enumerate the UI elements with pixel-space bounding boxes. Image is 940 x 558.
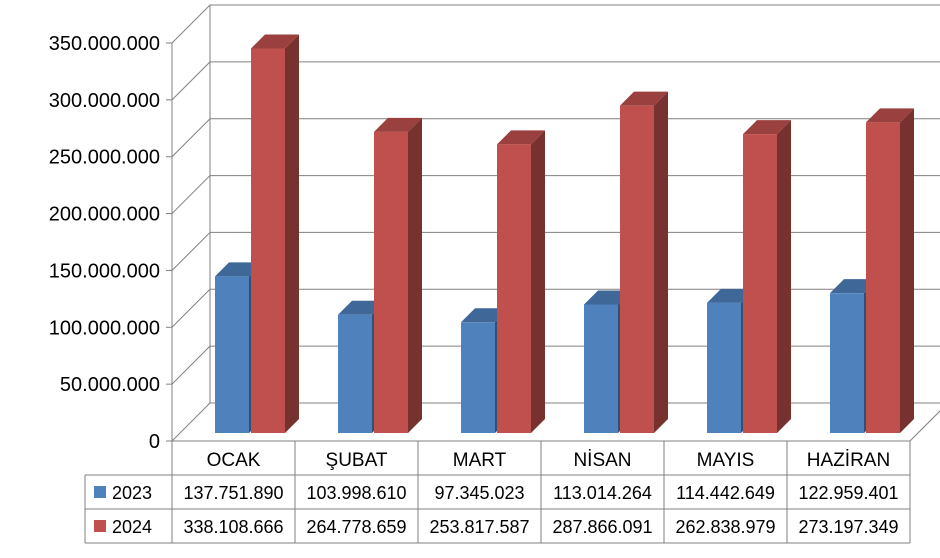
gridline-side xyxy=(171,232,211,271)
bar-front-face xyxy=(374,131,408,433)
bar-2024-ŞUBAT xyxy=(374,117,422,433)
bar-front-face xyxy=(251,48,285,433)
table-value: 137.751.890 xyxy=(183,483,283,503)
bar-2024-OCAK xyxy=(251,34,299,433)
table-value: 287.866.091 xyxy=(552,517,652,537)
table-value: 113.014.264 xyxy=(553,483,652,503)
floor-right-edge xyxy=(909,410,940,442)
bar-top-face xyxy=(374,117,422,132)
x-category-label: OCAK xyxy=(207,450,261,471)
table-value: 273.197.349 xyxy=(798,517,898,537)
bar-top-face xyxy=(866,108,914,123)
bar-side-face xyxy=(531,130,545,433)
bar-2024-MAYIS xyxy=(743,120,791,433)
y-tick-label: 50.000.000 xyxy=(60,374,160,396)
gridline-side xyxy=(171,288,211,328)
data-table: OCAK ŞUBAT MART NİSAN MAYIS HAZİRAN 2023 137.75… xyxy=(84,440,911,544)
table-value: 338.108.666 xyxy=(183,517,283,537)
bar-front-face xyxy=(584,304,618,433)
bar-front-face xyxy=(497,144,531,433)
x-category-label: MART xyxy=(453,450,507,471)
bar-front-face xyxy=(830,293,864,433)
bar-2024-NİSAN xyxy=(620,91,668,434)
y-tick-label: 0 xyxy=(149,431,160,453)
table-value: 114.442.649 xyxy=(676,483,775,503)
bar-top-face xyxy=(251,34,299,49)
y-axis: 0 50.000.000 100.000.000 150.000.000 200.000… xyxy=(49,33,172,453)
legend-label: 2024 xyxy=(112,517,152,537)
bar-front-face xyxy=(338,314,372,433)
y-tick-label: 350.000.000 xyxy=(49,33,160,55)
gridline-side xyxy=(171,402,211,442)
chart-bars xyxy=(215,34,914,434)
table-value: 264.778.659 xyxy=(306,517,406,537)
bar-front-face xyxy=(215,276,249,433)
bar-side-face xyxy=(408,117,422,433)
bar-side-face xyxy=(285,34,299,433)
y-tick-label: 250.000.000 xyxy=(49,147,160,169)
bar-2024-HAZİRAN xyxy=(866,108,914,434)
bar-top-face xyxy=(497,130,545,145)
gridline-side xyxy=(171,345,211,385)
gridline-side xyxy=(171,118,211,158)
bar-front-face xyxy=(707,302,741,433)
gridline-side xyxy=(171,61,211,101)
bar-side-face xyxy=(654,91,668,434)
bar-front-face xyxy=(461,322,495,433)
legend-swatch-2023 xyxy=(94,486,106,498)
table-value: 97.345.023 xyxy=(434,483,524,503)
legend-swatch-2024 xyxy=(94,520,106,532)
bar-top-face xyxy=(620,91,668,106)
y-tick-label: 300.000.000 xyxy=(49,90,160,112)
y-tick-label: 100.000.000 xyxy=(49,317,160,339)
gridline-side xyxy=(171,175,211,214)
bar-front-face xyxy=(743,134,777,433)
gridline-side xyxy=(171,4,211,44)
bar-2024-MART xyxy=(497,130,545,433)
y-tick-label: 150.000.000 xyxy=(49,260,160,282)
x-category-label: MAYIS xyxy=(697,450,755,471)
x-category-label: ŞUBAT xyxy=(326,450,388,471)
bar-front-face xyxy=(620,105,654,434)
bar-side-face xyxy=(777,120,791,433)
legend-label: 2023 xyxy=(112,483,152,503)
bar-top-face xyxy=(743,120,791,135)
x-category-label: HAZİRAN xyxy=(807,450,890,471)
chart-gridlines xyxy=(171,4,940,442)
table-value: 122.959.401 xyxy=(798,483,898,503)
bar-front-face xyxy=(866,122,900,434)
x-category-label: NİSAN xyxy=(573,450,631,471)
bar-side-face xyxy=(900,108,914,434)
y-tick-label: 200.000.000 xyxy=(49,204,160,226)
table-value: 103.998.610 xyxy=(306,483,406,503)
table-value: 262.838.979 xyxy=(675,517,775,537)
table-value: 253.817.587 xyxy=(429,517,529,537)
